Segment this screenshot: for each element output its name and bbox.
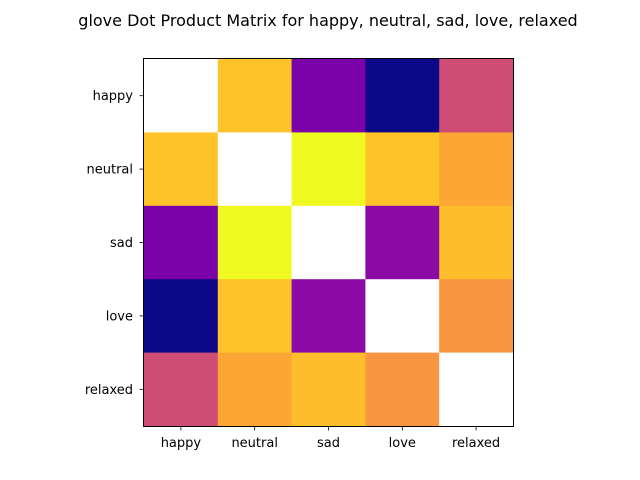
heatmap-cell-sad-relaxed	[439, 205, 514, 280]
heatmap-cell-love-sad	[291, 279, 366, 354]
heatmap-cell-love-happy	[144, 279, 219, 354]
heatmap-cell-love-neutral	[217, 279, 293, 354]
heatmap-cell-relaxed-happy	[144, 352, 219, 427]
heatmap-cell-relaxed-neutral	[217, 352, 293, 427]
heatmap-cell-neutral-relaxed	[439, 132, 514, 207]
y-tick-label: neutral	[87, 163, 134, 178]
x-tick-label: neutral	[231, 436, 278, 451]
heatmap-cells	[144, 59, 514, 427]
x-tick-label: happy	[161, 436, 202, 451]
x-tick-label: sad	[317, 436, 340, 451]
heatmap-cell-happy-sad	[291, 59, 366, 133]
heatmap-cell-sad-sad	[291, 205, 366, 280]
heatmap-cell-neutral-love	[365, 132, 440, 207]
heatmap-cell-sad-happy	[144, 205, 219, 280]
heatmap-cell-sad-neutral	[217, 205, 293, 280]
chart-title: glove Dot Product Matrix for happy, neut…	[78, 11, 578, 30]
heatmap-cell-neutral-neutral	[217, 132, 293, 207]
heatmap-cell-happy-love	[365, 59, 440, 133]
heatmap-cell-neutral-sad	[291, 132, 366, 207]
y-tick-label: sad	[110, 236, 133, 251]
heatmap-cell-relaxed-love	[365, 352, 440, 427]
y-tick-label: love	[106, 309, 133, 324]
x-tick-label: love	[389, 436, 416, 451]
heatmap-cell-relaxed-relaxed	[439, 352, 514, 427]
heatmap-cell-neutral-happy	[144, 132, 219, 207]
x-axis: happy neutral sad love relaxed	[161, 426, 500, 451]
heatmap-cell-happy-relaxed	[439, 59, 514, 133]
y-tick-label: happy	[93, 89, 134, 104]
heatmap-cell-sad-love	[365, 205, 440, 280]
heatmap-cell-love-relaxed	[439, 279, 514, 354]
heatmap-cell-relaxed-sad	[291, 352, 366, 427]
heatmap-cell-happy-happy	[144, 59, 219, 133]
y-axis: happy neutral sad love relaxed	[85, 89, 144, 398]
heatmap-cell-love-love	[365, 279, 440, 354]
heatmap-cell-happy-neutral	[217, 59, 293, 133]
x-tick-label: relaxed	[452, 436, 500, 451]
y-tick-label: relaxed	[85, 383, 133, 398]
